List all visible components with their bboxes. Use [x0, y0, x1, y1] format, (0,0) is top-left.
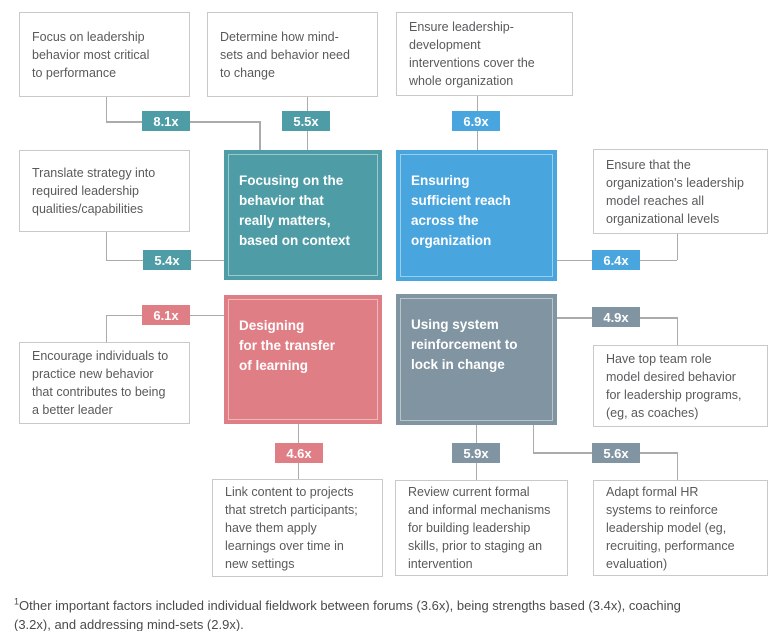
note-text: Translate strategy into required leaders…: [32, 166, 156, 216]
note-focus-behavior: Focus on leadership behavior most critic…: [19, 12, 190, 97]
core-box-focusing-on-behavior: Focusing on the behavior that really mat…: [224, 150, 382, 280]
multiplier-badge-5-4x: 5.4x: [143, 250, 191, 270]
footnote-text: Other important factors included individ…: [14, 598, 681, 631]
note-review-mechanisms: Review current formal and informal mecha…: [395, 480, 568, 576]
note-text: Determine how mind- sets and behavior ne…: [220, 29, 350, 80]
multiplier-badge-5-6x: 5.6x: [592, 443, 640, 463]
connector-line: [105, 97, 107, 122]
connector-line: [105, 232, 107, 260]
note-text: Review current formal and informal mecha…: [408, 485, 551, 571]
multiplier-badge-8-1x: 8.1x: [142, 111, 190, 131]
multiplier-badge-5-9x: 5.9x: [452, 443, 500, 463]
multiplier-badge-4-6x: 4.6x: [275, 443, 323, 463]
core-box-text: Ensuring sufficient reach across the org…: [411, 173, 511, 248]
note-encourage-practice: Encourage individuals to practice new be…: [19, 342, 190, 424]
note-text: Adapt formal HR systems to reinforce lea…: [606, 485, 735, 571]
note-text: Link content to projects that stretch pa…: [225, 485, 358, 571]
core-box-ensuring-reach: Ensuring sufficient reach across the org…: [396, 150, 557, 281]
note-leadership-model-levels: Ensure that the organization's leadershi…: [593, 149, 768, 234]
connector-line: [676, 317, 678, 345]
multiplier-badge-6-1x: 6.1x: [142, 305, 190, 325]
note-text: Ensure leadership- development intervent…: [409, 20, 535, 88]
core-box-text: Designing for the transfer of learning: [239, 318, 336, 373]
note-translate-strategy: Translate strategy into required leaders…: [19, 150, 190, 232]
note-text: Focus on leadership behavior most critic…: [32, 29, 150, 80]
connector-line: [105, 315, 107, 342]
note-top-team-role-model: Have top team role model desired behavio…: [593, 345, 768, 427]
note-link-content-projects: Link content to projects that stretch pa…: [212, 479, 383, 577]
note-text: Encourage individuals to practice new be…: [32, 349, 169, 417]
multiplier-badge-6-9x: 6.9x: [452, 111, 500, 131]
core-box-transfer-of-learning: Designing for the transfer of learning: [224, 295, 382, 424]
footnote-marker: 1: [14, 596, 20, 607]
footnote: 1Other important factors included indivi…: [14, 596, 766, 631]
connector-line: [532, 425, 534, 453]
connector-line: [676, 234, 678, 260]
core-box-text: Using system reinforcement to lock in ch…: [411, 317, 518, 372]
core-box-text: Focusing on the behavior that really mat…: [239, 173, 351, 248]
note-determine-mindsets: Determine how mind- sets and behavior ne…: [207, 12, 378, 97]
note-interventions-coverage: Ensure leadership- development intervent…: [396, 12, 573, 96]
connector-line: [259, 121, 261, 150]
multiplier-badge-5-5x: 5.5x: [282, 111, 330, 131]
note-text: Ensure that the organization's leadershi…: [606, 157, 744, 226]
core-box-system-reinforcement: Using system reinforcement to lock in ch…: [396, 294, 557, 425]
note-adapt-hr-systems: Adapt formal HR systems to reinforce lea…: [593, 480, 768, 576]
connector-line: [676, 452, 678, 480]
multiplier-badge-4-9x: 4.9x: [592, 307, 640, 327]
multiplier-badge-6-4x: 6.4x: [592, 250, 640, 270]
note-text: Have top team role model desired behavio…: [606, 352, 742, 420]
